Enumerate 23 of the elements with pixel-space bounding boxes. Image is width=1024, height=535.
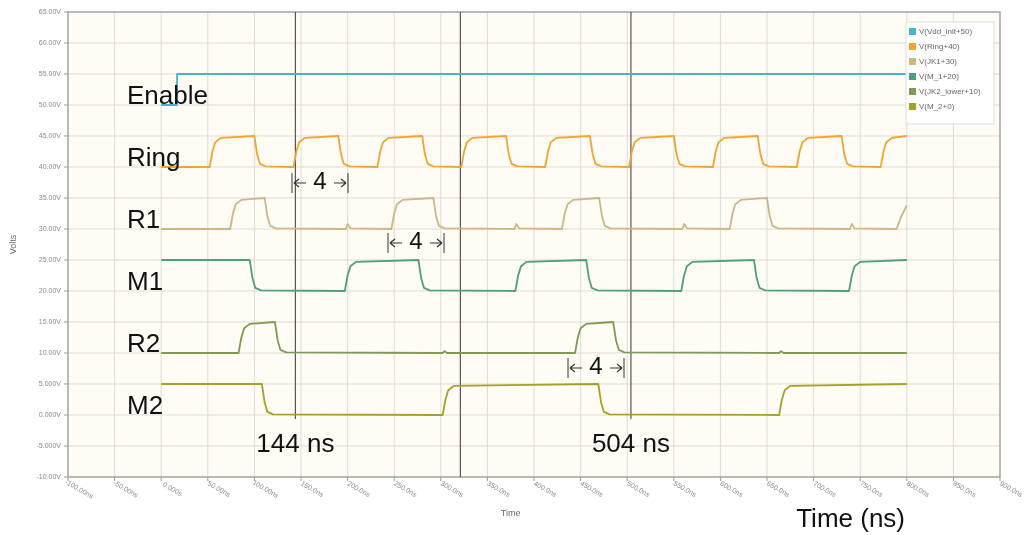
legend-label: V(JK2_lower+10) bbox=[919, 86, 981, 96]
annotation: M2 bbox=[127, 390, 164, 420]
y-axis-title: Volts bbox=[8, 234, 18, 255]
annotation: R2 bbox=[127, 328, 161, 358]
annotation: Ring bbox=[127, 142, 181, 172]
line-series bbox=[160, 197, 908, 230]
annotation: R1 bbox=[127, 204, 161, 234]
line-series bbox=[160, 259, 908, 292]
text: Time (ns) bbox=[796, 503, 905, 533]
ref-line-label: 144 ns bbox=[256, 427, 335, 458]
ref-line-label: 504 ns bbox=[591, 427, 670, 458]
legend-label: V(JK1+30) bbox=[919, 56, 958, 66]
legend-label: V(M_1+20) bbox=[919, 71, 960, 81]
annotation: M1 bbox=[127, 266, 164, 296]
annotation: 4 bbox=[589, 352, 603, 380]
x-axis-title: Time bbox=[500, 508, 521, 518]
annotation: 4 bbox=[409, 227, 423, 255]
annotation: 4 bbox=[313, 167, 327, 195]
legend-label: V(M_2+0) bbox=[919, 101, 955, 111]
legend-label: V(Ring+40) bbox=[919, 41, 961, 51]
line-series bbox=[160, 383, 908, 416]
legend-label: V(Vdd_init+50) bbox=[919, 26, 973, 36]
line-series bbox=[160, 321, 908, 354]
